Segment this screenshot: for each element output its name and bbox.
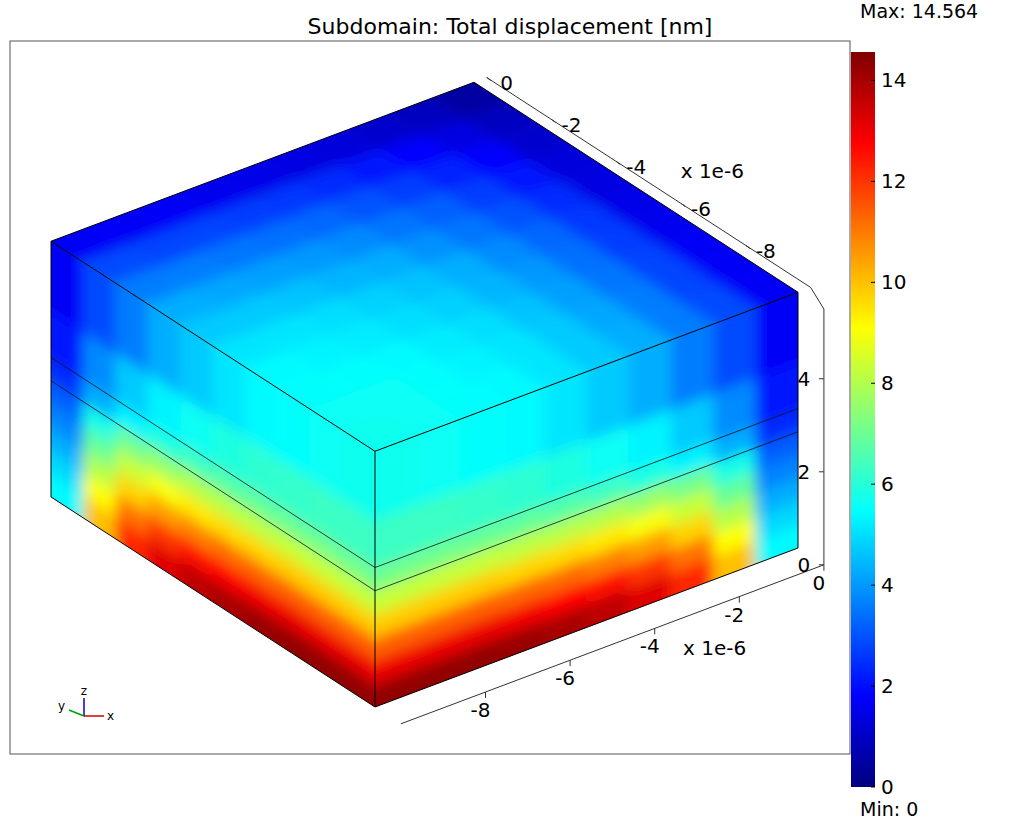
box-edge	[474, 82, 798, 292]
colorbar-tick	[871, 282, 875, 283]
layer-boundary	[375, 432, 798, 591]
z-tick-label: 4	[798, 367, 811, 391]
z-axis-line	[823, 309, 824, 565]
face	[19, 151, 408, 752]
y-tick	[487, 77, 491, 80]
colorbar-tick	[871, 787, 875, 788]
triad-label: y	[58, 699, 65, 713]
x-tick-label: 0	[813, 571, 826, 595]
box-edge	[51, 241, 52, 497]
face-cells	[19, 151, 408, 752]
title: Subdomain: Total displacement [nm]	[308, 14, 713, 39]
x-axis-line	[401, 565, 824, 724]
colorbar-tick-label: 2	[881, 674, 894, 698]
y-tick-label: -8	[756, 239, 776, 263]
triad-label: x	[107, 709, 114, 723]
colorbar-tick-label: 10	[881, 270, 906, 294]
colorbar	[851, 52, 875, 787]
z-tick-label: 0	[798, 553, 811, 577]
face-cells	[333, 207, 841, 747]
triad-label: z	[81, 684, 87, 698]
triad-y	[69, 710, 84, 716]
box-edge	[375, 548, 798, 707]
z-tick	[819, 564, 824, 565]
box-edge	[375, 451, 376, 707]
y-tick-label: -2	[562, 113, 582, 137]
x-tick-label: -2	[724, 603, 744, 627]
plot-frame	[10, 41, 850, 754]
face	[0, 45, 873, 488]
y-multiplier: x 1e-6	[681, 159, 744, 183]
y-tick	[746, 245, 750, 248]
colorbar-min-label: Min: 0	[860, 798, 918, 820]
box-edge	[51, 82, 474, 241]
layer-boundary	[51, 381, 375, 591]
layer-boundary	[375, 409, 798, 568]
y-tick	[681, 203, 685, 206]
y-axis-line	[487, 77, 811, 287]
y-tick	[616, 161, 620, 164]
z-tick	[819, 378, 824, 379]
x-tick-label: -6	[555, 666, 575, 690]
box-edge	[51, 497, 375, 707]
colorbar-tick	[871, 181, 875, 182]
z-tick	[819, 471, 824, 472]
z-tick-label: 2	[798, 460, 811, 484]
y-tick-label: -4	[626, 155, 646, 179]
axis-frame-line	[811, 287, 824, 309]
colorbar-tick-label: 6	[881, 472, 894, 496]
colorbar-tick-label: 4	[881, 573, 894, 597]
y-tick-label: 0	[500, 71, 513, 95]
colorbar-tick-label: 14	[881, 68, 906, 92]
colorbar-tick-label: 8	[881, 371, 894, 395]
y-tick	[551, 119, 555, 122]
face-cells	[0, 45, 873, 488]
colorbar-tick	[871, 686, 875, 687]
colorbar-tick-label: 0	[881, 775, 894, 799]
colorbar-tick	[871, 80, 875, 81]
colorbar-tick	[871, 585, 875, 586]
triad-x	[84, 715, 104, 717]
colorbar-tick-label: 12	[881, 169, 906, 193]
colorbar-tick	[871, 383, 875, 384]
box-edge	[798, 292, 799, 548]
colorbar-max-label: Max: 14.564	[860, 0, 978, 22]
chart: Subdomain: Total displacement [nm] -8 -6 -4…	[0, 0, 1013, 822]
box-edge	[375, 292, 798, 451]
layer-boundary	[51, 358, 375, 568]
x-tick-label: -8	[471, 698, 491, 722]
face	[333, 207, 841, 747]
x-multiplier: x 1e-6	[683, 636, 746, 660]
y-tick-label: -6	[691, 197, 711, 221]
colorbar-tick	[871, 484, 875, 485]
triad-z	[83, 698, 85, 716]
box-edge	[51, 241, 375, 451]
x-tick-label: -4	[640, 634, 660, 658]
